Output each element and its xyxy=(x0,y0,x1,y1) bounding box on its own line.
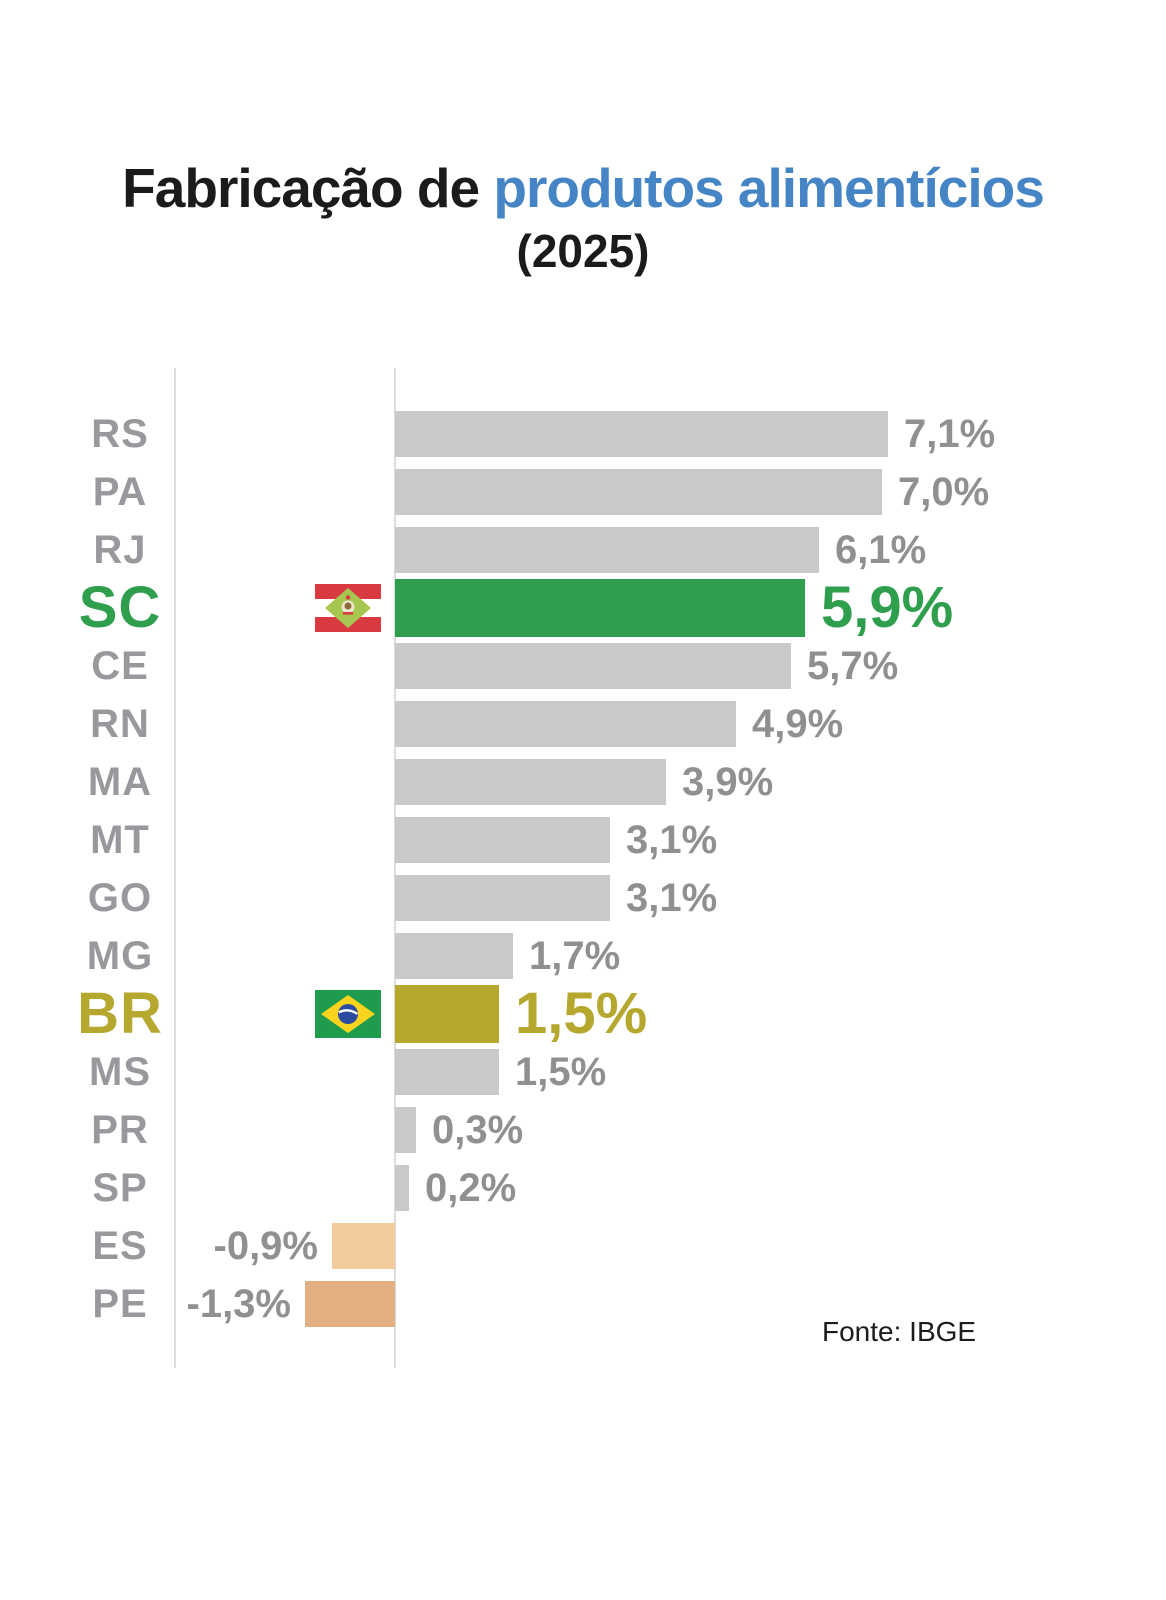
value-label: 1,7% xyxy=(529,934,621,978)
chart-rows: RS 7,1% PA 7,0% RJ 6,1% SC xyxy=(0,405,1166,1333)
value-label: -1,3% xyxy=(186,1282,292,1326)
state-label: MT xyxy=(90,818,150,862)
value-label: 3,1% xyxy=(626,876,718,920)
bar xyxy=(395,527,819,573)
bar xyxy=(395,1107,416,1153)
state-label: PA xyxy=(92,470,148,514)
value-label: 1,5% xyxy=(515,1050,607,1094)
chart-row-sc: SC 5,9% xyxy=(0,579,1166,637)
bar-highlight-sc xyxy=(395,579,805,637)
state-label: CE xyxy=(91,644,149,688)
chart-row-pa: PA 7,0% xyxy=(0,463,1166,521)
chart-row-mt: MT 3,1% xyxy=(0,811,1166,869)
chart-title-blue: produtos alimentícios xyxy=(493,157,1044,219)
value-label: 7,0% xyxy=(898,470,990,514)
source-credit: Fonte: IBGE xyxy=(822,1316,977,1347)
value-label: 5,9% xyxy=(821,575,954,640)
chart-row-es: ES -0,9% xyxy=(0,1217,1166,1275)
bar xyxy=(395,759,666,805)
value-label: 7,1% xyxy=(904,412,996,456)
value-label: 3,9% xyxy=(682,760,774,804)
chart-row-pe: PE -1,3% xyxy=(0,1275,1166,1333)
value-label: -0,9% xyxy=(213,1224,319,1268)
chart-row-rs: RS 7,1% xyxy=(0,405,1166,463)
bar-negative xyxy=(332,1223,395,1269)
chart-row-sp: SP 0,2% xyxy=(0,1159,1166,1217)
bar xyxy=(395,1049,499,1095)
chart-subtitle: (2025) xyxy=(516,224,650,277)
bar-negative xyxy=(305,1281,395,1327)
value-label: 5,7% xyxy=(807,644,899,688)
bar xyxy=(395,411,888,457)
bar xyxy=(395,469,882,515)
value-label: 4,9% xyxy=(752,702,844,746)
axis-line-zero xyxy=(394,368,396,1368)
bar-highlight-br xyxy=(395,985,499,1043)
chart-row-go: GO 3,1% xyxy=(0,869,1166,927)
chart-title: Fabricação de produtos alimentícios xyxy=(0,157,1166,220)
state-label: RJ xyxy=(93,528,147,572)
bar xyxy=(395,643,791,689)
bar xyxy=(395,1165,409,1211)
chart-title-black: Fabricação de xyxy=(122,157,494,219)
state-label: GO xyxy=(87,876,153,920)
bar xyxy=(395,933,513,979)
bar xyxy=(395,817,610,863)
state-label: MS xyxy=(89,1050,151,1094)
chart-row-pr: PR 0,3% xyxy=(0,1101,1166,1159)
santa-catarina-flag-icon xyxy=(315,584,381,632)
chart-row-rj: RJ 6,1% xyxy=(0,521,1166,579)
state-label: ES xyxy=(92,1224,148,1268)
state-label: SC xyxy=(78,575,162,640)
state-label: BR xyxy=(77,981,163,1046)
value-label: 6,1% xyxy=(835,528,927,572)
state-label: MG xyxy=(86,934,154,978)
state-label: MA xyxy=(87,760,153,804)
chart-row-mg: MG 1,7% xyxy=(0,927,1166,985)
state-label: PE xyxy=(92,1282,148,1326)
value-label: 3,1% xyxy=(626,818,718,862)
bar-chart: RS 7,1% PA 7,0% RJ 6,1% SC xyxy=(0,368,1166,1368)
chart-header: Fabricação de produtos alimentícios (202… xyxy=(0,157,1166,278)
axis-line-labels xyxy=(174,368,176,1368)
state-label: RS xyxy=(91,412,149,456)
state-label: SP xyxy=(92,1166,148,1210)
state-label: RN xyxy=(90,702,150,746)
bar xyxy=(395,875,610,921)
value-label: 1,5% xyxy=(515,981,648,1046)
state-label: PR xyxy=(91,1108,149,1152)
chart-row-ms: MS 1,5% xyxy=(0,1043,1166,1101)
chart-row-br: BR 1,5% xyxy=(0,985,1166,1043)
chart-row-rn: RN 4,9% xyxy=(0,695,1166,753)
brazil-flag-icon xyxy=(315,990,381,1038)
value-label: 0,3% xyxy=(432,1108,524,1152)
chart-row-ma: MA 3,9% xyxy=(0,753,1166,811)
value-label: 0,2% xyxy=(425,1166,517,1210)
chart-row-ce: CE 5,7% xyxy=(0,637,1166,695)
bar xyxy=(395,701,736,747)
